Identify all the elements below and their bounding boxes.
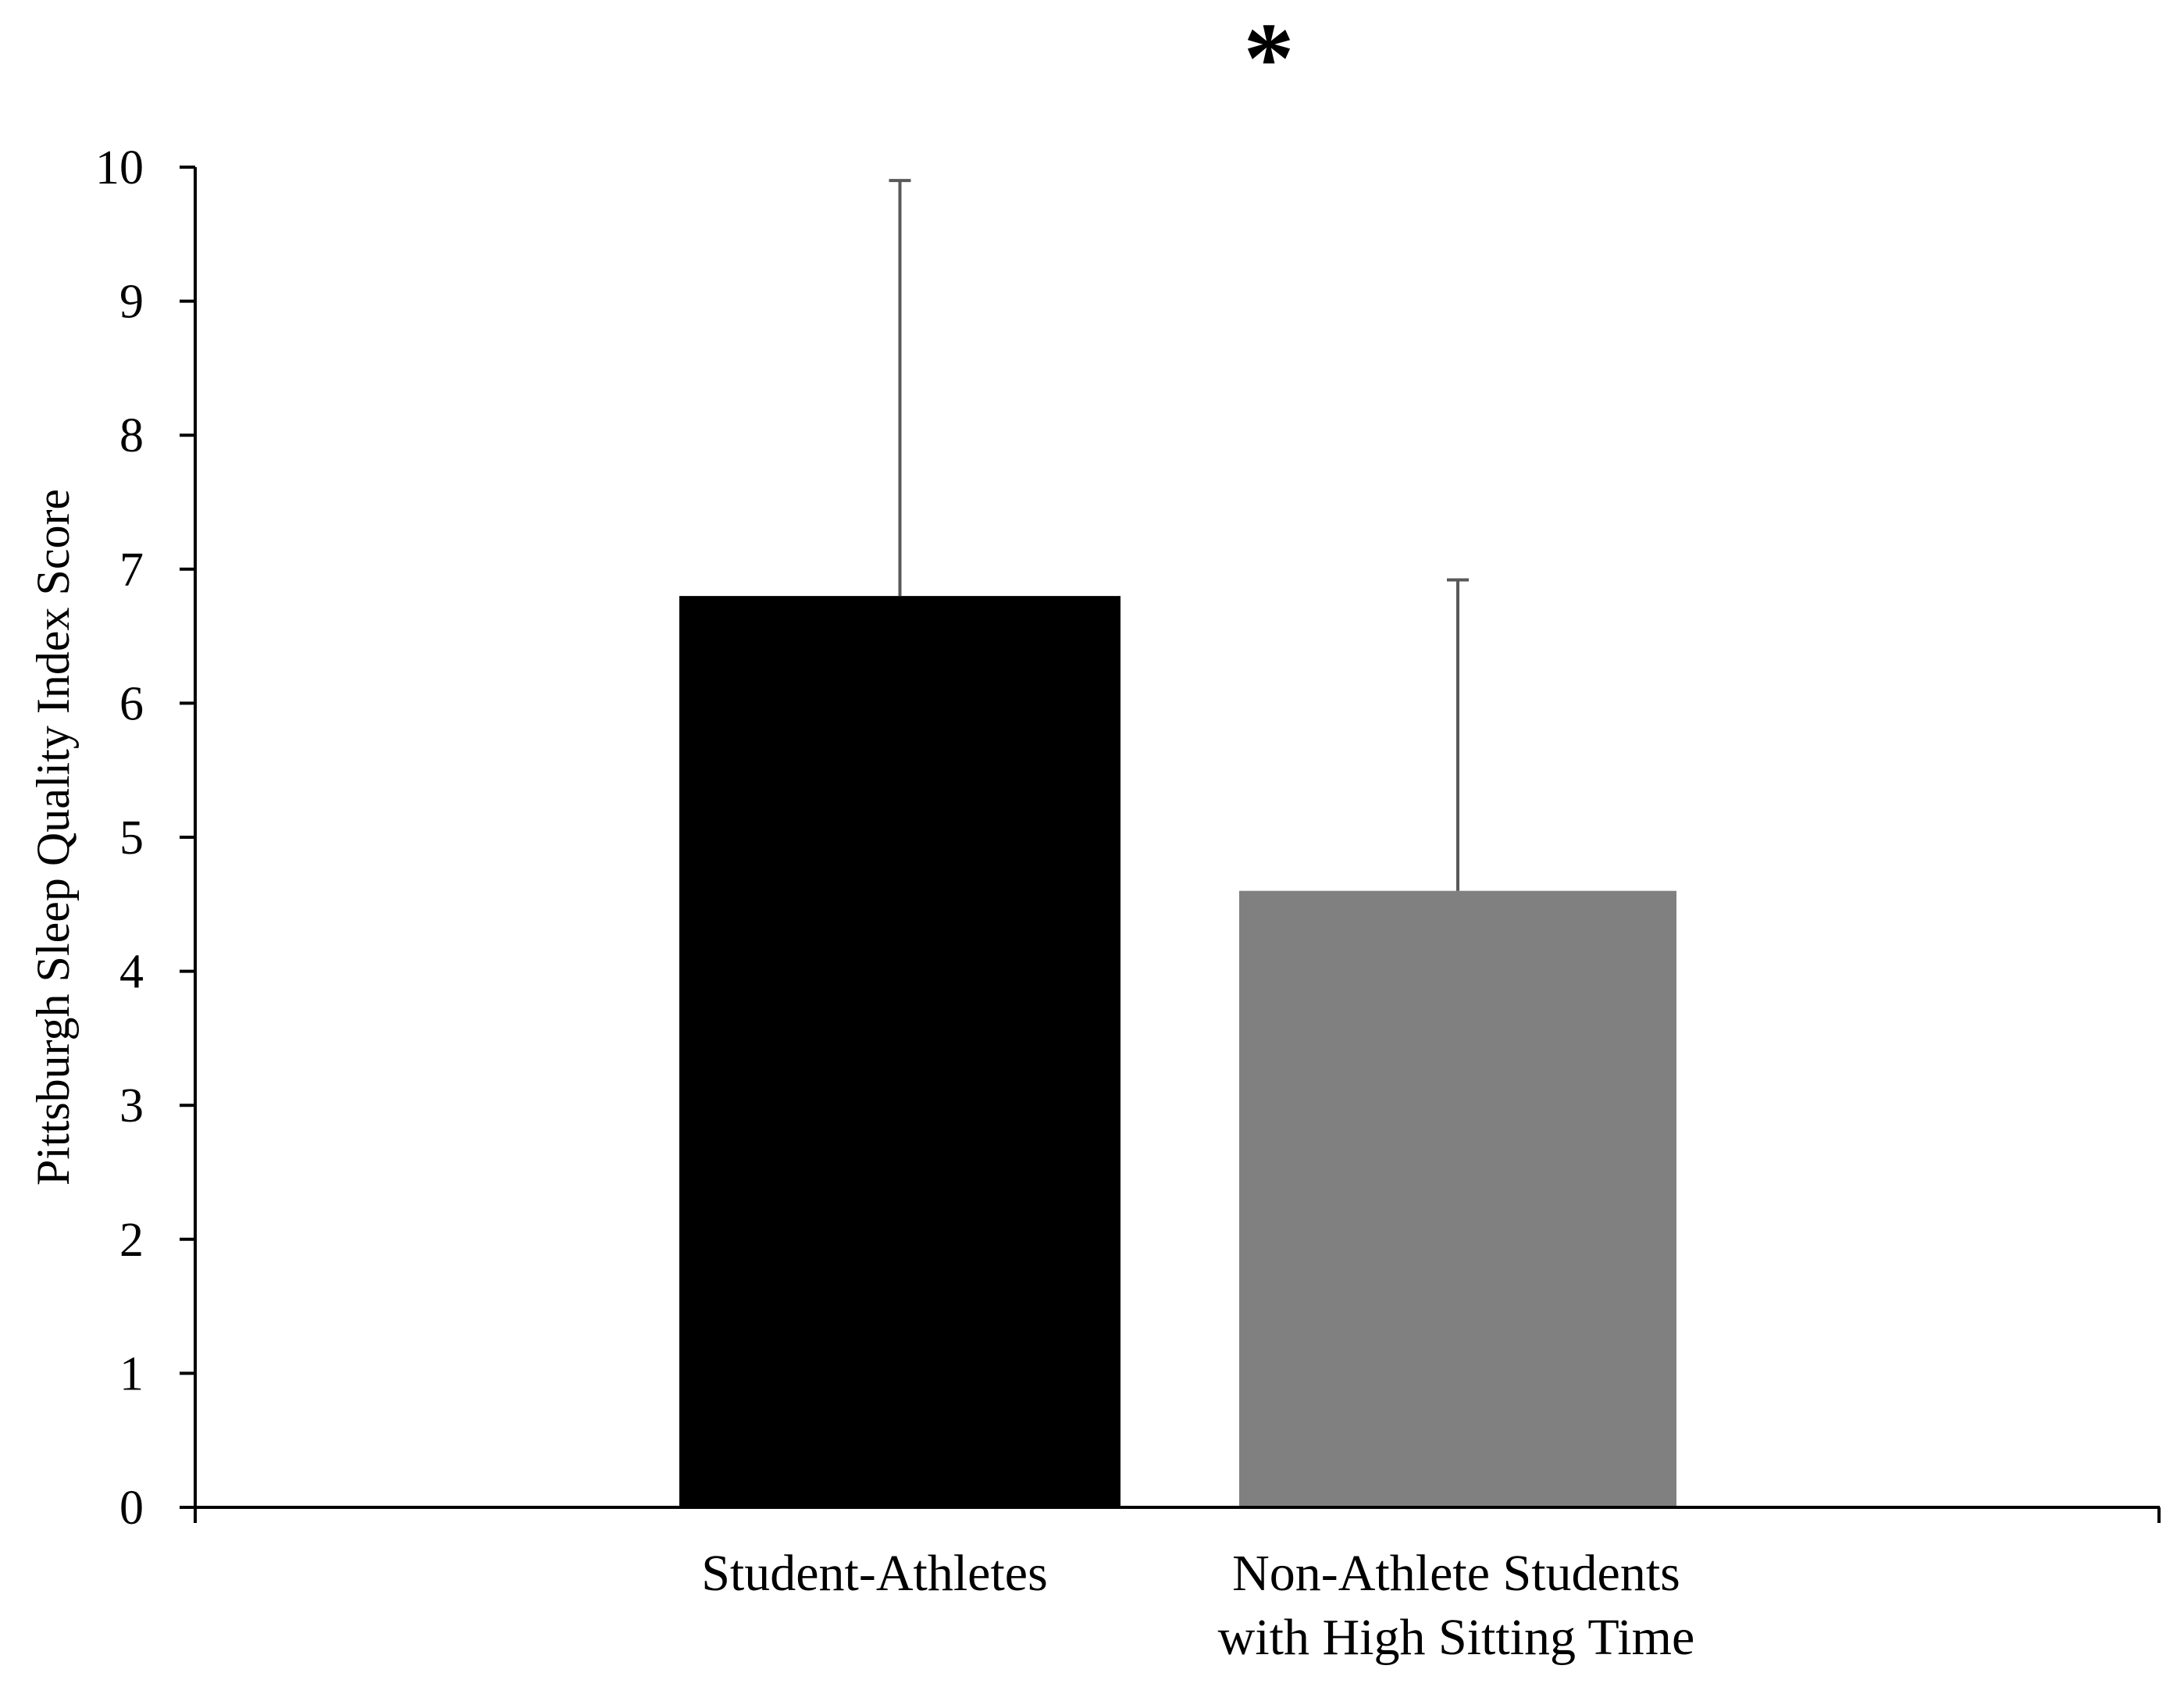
bars xyxy=(679,596,1676,1507)
y-tick-label: 5 xyxy=(119,811,144,865)
y-tick-label: 1 xyxy=(119,1347,144,1400)
y-tick-label: 10 xyxy=(95,141,144,194)
y-tick-label: 9 xyxy=(119,276,144,329)
bar-2 xyxy=(1239,890,1676,1507)
y-tick-label: 2 xyxy=(119,1214,144,1267)
bar-1 xyxy=(679,596,1121,1507)
y-tick-label: 7 xyxy=(119,544,144,597)
category-labels: Student-Athletes Non-Athlete Students with… xyxy=(701,1545,1694,1666)
error-bars xyxy=(889,179,1469,891)
y-tick-label: 0 xyxy=(119,1482,144,1535)
y-tick-label: 8 xyxy=(119,409,144,462)
y-tick-label: 3 xyxy=(119,1079,144,1132)
category-label-1: Student-Athletes xyxy=(701,1545,1048,1602)
y-axis-title: Pittsburgh Sleep Quality Index Score xyxy=(27,489,79,1186)
category-label-2: Non-Athlete Students xyxy=(1232,1545,1680,1602)
significance-asterisk: * xyxy=(1244,2,1295,115)
y-axis-ticks: 0 1 2 3 4 5 6 7 8 9 10 xyxy=(95,141,195,1535)
y-tick-label: 6 xyxy=(119,677,144,730)
y-tick-label: 4 xyxy=(119,946,144,999)
category-label-2: with High Sitting Time xyxy=(1218,1609,1695,1666)
